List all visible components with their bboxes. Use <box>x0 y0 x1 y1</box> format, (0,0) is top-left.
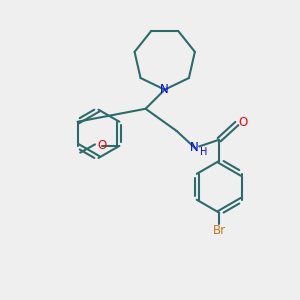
Text: N: N <box>160 83 169 96</box>
Text: N: N <box>190 141 199 154</box>
Text: O: O <box>239 116 248 129</box>
Text: O: O <box>97 140 106 152</box>
Text: H: H <box>200 147 208 157</box>
Text: Br: Br <box>213 224 226 238</box>
